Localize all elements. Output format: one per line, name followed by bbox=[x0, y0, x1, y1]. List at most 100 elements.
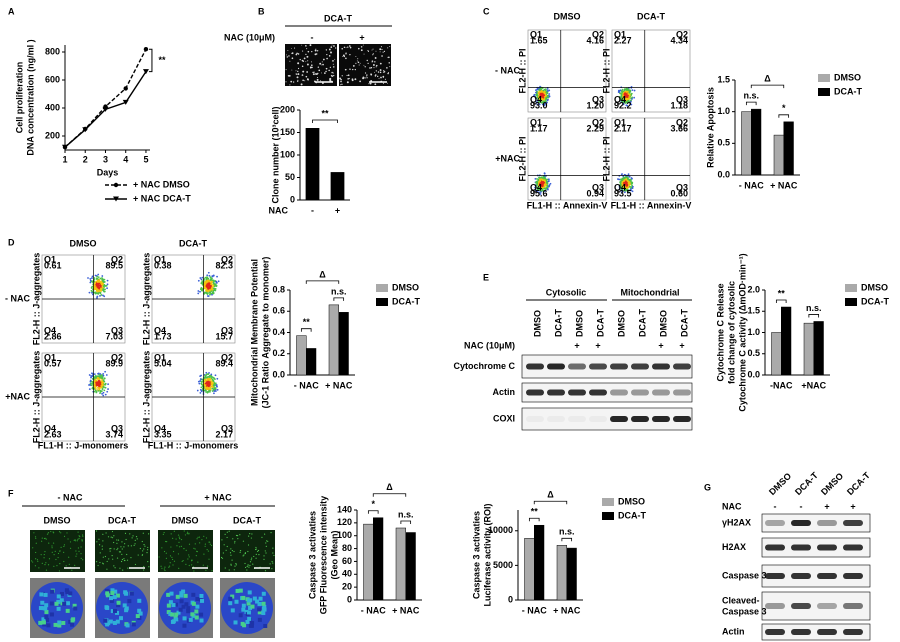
event bbox=[101, 277, 103, 279]
colony bbox=[361, 46, 362, 47]
annotation: Δ bbox=[547, 490, 554, 500]
gfp-signal bbox=[142, 550, 143, 551]
gfp-signal bbox=[178, 542, 179, 543]
gfp-signal bbox=[55, 551, 56, 552]
gfp-signal bbox=[42, 563, 43, 564]
bracket bbox=[751, 85, 784, 88]
gfp-signal bbox=[116, 549, 117, 550]
gfp-signal bbox=[183, 548, 184, 549]
gfp-signal bbox=[48, 543, 49, 544]
flow-x-label: FL1-H :: Annexin-V bbox=[611, 200, 692, 210]
luciferase-signal bbox=[189, 618, 193, 622]
gfp-signal bbox=[164, 551, 165, 552]
bracket bbox=[149, 49, 152, 71]
gfp-signal bbox=[75, 550, 76, 551]
annotation: n.s. bbox=[559, 527, 575, 537]
gfp-signal bbox=[247, 566, 248, 567]
event bbox=[104, 384, 106, 386]
event bbox=[100, 294, 102, 296]
y-tick-label: 60 bbox=[342, 556, 352, 566]
event bbox=[546, 182, 548, 184]
gfp-signal bbox=[225, 567, 226, 568]
gfp-signal bbox=[207, 549, 208, 550]
gfp-signal bbox=[78, 538, 79, 539]
annotation: n.s. bbox=[806, 303, 822, 313]
gfp-signal bbox=[195, 548, 196, 549]
x-tick-label: 5 bbox=[143, 154, 148, 164]
bar bbox=[781, 307, 791, 375]
event bbox=[201, 390, 203, 392]
gfp-signal bbox=[251, 558, 252, 559]
blot-band bbox=[568, 364, 586, 370]
gfp-signal bbox=[143, 544, 144, 545]
event bbox=[547, 89, 549, 91]
gfp-signal bbox=[76, 553, 77, 554]
colony bbox=[372, 54, 373, 55]
event bbox=[106, 374, 108, 376]
gfp-signal bbox=[33, 532, 34, 533]
event bbox=[629, 186, 631, 188]
event bbox=[205, 287, 207, 289]
colony bbox=[341, 84, 342, 85]
luciferase-signal bbox=[44, 593, 48, 597]
gfp-signal bbox=[263, 559, 264, 560]
event bbox=[102, 388, 104, 390]
colony bbox=[292, 57, 294, 59]
blot-band bbox=[843, 573, 863, 579]
legend-label: DCA-T bbox=[392, 296, 420, 306]
nac-mark: + bbox=[824, 501, 829, 511]
panel-letter: C bbox=[483, 6, 490, 16]
event bbox=[618, 179, 620, 181]
bracket bbox=[334, 298, 344, 301]
bar bbox=[331, 172, 345, 200]
luciferase-signal bbox=[113, 609, 117, 613]
colony bbox=[342, 75, 343, 76]
gfp-signal bbox=[77, 531, 78, 532]
gfp-signal bbox=[265, 550, 266, 551]
row-label: Cleaved- bbox=[722, 595, 760, 605]
event bbox=[94, 391, 96, 393]
gfp-signal bbox=[80, 546, 81, 547]
colony bbox=[301, 83, 303, 85]
event bbox=[216, 384, 218, 386]
gfp-signal bbox=[50, 531, 51, 532]
annotation: n.s. bbox=[331, 286, 347, 296]
gfp-signal bbox=[161, 568, 162, 569]
blot-band bbox=[791, 545, 811, 551]
event bbox=[200, 375, 202, 377]
gfp-signal bbox=[53, 566, 54, 567]
event bbox=[103, 389, 105, 391]
gfp-signal bbox=[231, 560, 232, 561]
blot-band bbox=[765, 603, 785, 609]
quadrant-value: 1.65 bbox=[530, 35, 548, 45]
gfp-signal bbox=[59, 531, 60, 532]
gfp-signal bbox=[113, 565, 114, 566]
flow-y-label: FL2-H :: PI bbox=[601, 137, 611, 182]
event bbox=[97, 375, 99, 377]
panel-letter: A bbox=[8, 6, 15, 16]
gfp-signal bbox=[77, 540, 78, 541]
colony bbox=[380, 69, 382, 71]
colony bbox=[389, 62, 390, 63]
gfp-signal bbox=[234, 541, 235, 542]
row-label: Actin bbox=[722, 626, 745, 636]
gfp-signal bbox=[250, 561, 251, 562]
gfp-signal bbox=[237, 535, 238, 536]
gfp-signal bbox=[134, 545, 135, 546]
gfp-signal bbox=[178, 535, 179, 536]
event bbox=[620, 179, 622, 181]
luciferase-signal bbox=[195, 605, 199, 609]
colony bbox=[374, 72, 375, 73]
event bbox=[91, 292, 93, 294]
colony bbox=[349, 45, 350, 46]
colony bbox=[317, 73, 318, 74]
gfp-signal bbox=[132, 537, 133, 538]
event bbox=[548, 181, 550, 183]
gfp-signal bbox=[230, 552, 231, 553]
gfp-signal bbox=[113, 535, 114, 536]
colony bbox=[365, 72, 366, 73]
quadrant-value: 92.2 bbox=[614, 100, 632, 110]
event bbox=[102, 395, 104, 397]
event bbox=[208, 272, 210, 274]
luciferase-signal bbox=[263, 624, 267, 628]
